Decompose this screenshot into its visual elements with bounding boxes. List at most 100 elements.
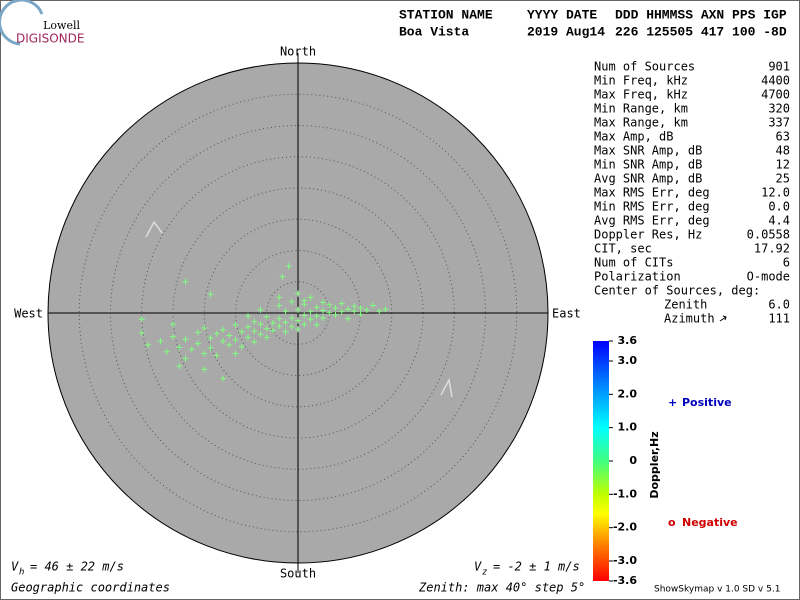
- source-point: [257, 321, 264, 328]
- source-point: [201, 350, 208, 357]
- logo-bottom: DIGISONDE: [16, 32, 84, 46]
- logo-arc: [0, 0, 44, 46]
- logo-top: Lowell: [43, 19, 80, 32]
- stats-value: 4400: [761, 74, 790, 88]
- stats-value: 48: [776, 144, 790, 158]
- source-point: [182, 355, 189, 362]
- velocity-arrow: [440, 377, 453, 398]
- source-point: [182, 278, 189, 285]
- header-col: YYYY DATE: [527, 7, 597, 22]
- source-point: [220, 375, 226, 382]
- colorbar-tick-label: 3.6: [618, 334, 638, 347]
- source-point: [226, 332, 233, 339]
- source-point: [313, 304, 320, 311]
- source-point: [145, 341, 151, 348]
- colorbar-tick-label: -1.0: [613, 487, 637, 500]
- stats-value: 12.0: [761, 186, 790, 200]
- stats-label: Max Amp, dB: [594, 130, 673, 144]
- stats-value: 111: [768, 312, 790, 326]
- stats-label: Min Freq, kHz: [594, 74, 688, 88]
- source-point: [276, 323, 283, 330]
- source-point: [363, 306, 370, 313]
- source-point: [357, 311, 364, 318]
- colorbar-tick-label: 0: [629, 454, 637, 467]
- vz-text: = -2 ± 1 m/s: [493, 560, 580, 574]
- source-point: [382, 306, 389, 313]
- source-point: [307, 294, 314, 301]
- legend-label: Negative: [682, 516, 738, 529]
- source-point: [195, 340, 201, 347]
- stats-value: 901: [768, 60, 790, 74]
- source-point: [157, 338, 164, 345]
- stats-value: 4.4: [768, 214, 790, 228]
- stats-label: CIT, sec: [594, 242, 652, 256]
- source-point: [232, 350, 239, 357]
- header-value: Boa Vista: [399, 24, 469, 39]
- source-point: [288, 323, 295, 330]
- stats-value: 0.0558: [747, 228, 790, 242]
- source-point: [170, 321, 176, 328]
- header-value: 226 125505 417 100 -8D: [615, 24, 787, 39]
- source-point: [251, 338, 258, 345]
- stats-value: 6.0: [768, 298, 790, 312]
- header-col: STATION NAME: [399, 7, 493, 22]
- source-point: [263, 334, 270, 341]
- source-point: [232, 321, 239, 328]
- stats-value: 63: [776, 130, 790, 144]
- source-point: [320, 299, 326, 306]
- skymap: [47, 53, 549, 573]
- source-point: [170, 333, 176, 340]
- source-point: [276, 315, 283, 322]
- stats-label: Avg RMS Err, deg: [594, 214, 710, 228]
- colorbar-tick-label: 1.0: [618, 421, 638, 434]
- source-point: [257, 306, 264, 313]
- version: ShowSkymap v 1.0 SD v 5.1: [654, 585, 780, 595]
- stats-value: 337: [768, 116, 790, 130]
- source-point: [320, 315, 326, 321]
- azimuth-icon: [719, 315, 727, 322]
- source-point: [285, 263, 292, 270]
- source-point: [138, 330, 145, 336]
- stats-value: 4700: [761, 88, 790, 102]
- stats-value: O-mode: [747, 270, 790, 284]
- source-point: [288, 298, 295, 305]
- colorbar-tick-label: 3.0: [618, 354, 638, 367]
- direction-label: West: [14, 307, 43, 321]
- legend-symbol: +: [668, 396, 677, 409]
- source-point: [370, 302, 376, 309]
- stats-label: Max SNR Amp, dB: [594, 144, 702, 158]
- source-point: [332, 305, 339, 311]
- stats-value: 17.92: [754, 242, 790, 256]
- source-point: [138, 316, 145, 323]
- source-point: [282, 319, 289, 326]
- source-point: [238, 328, 245, 335]
- source-point: [326, 301, 333, 308]
- source-point: [176, 344, 183, 351]
- source-point: [270, 327, 276, 334]
- source-point: [201, 325, 208, 331]
- stats-label: Min Range, km: [594, 102, 688, 116]
- stats-value: 12: [776, 158, 790, 172]
- source-point: [213, 330, 220, 337]
- source-point: [282, 328, 289, 335]
- zenith-note: Zenith: max 40° step 5°: [418, 581, 585, 595]
- source-point: [332, 311, 339, 318]
- direction-label: East: [552, 307, 581, 321]
- source-point: [307, 308, 314, 315]
- stats-table: Num of Sources 901 Min Freq, kHz 4400 Max Fr…: [594, 60, 790, 284]
- colorbar-tick-label: -2.0: [613, 521, 637, 534]
- source-point: [282, 308, 289, 315]
- stats-value: 0.0: [768, 200, 790, 214]
- source-point: [295, 317, 301, 324]
- source-point: [313, 321, 320, 328]
- stats-label: Avg SNR Amp, dB: [594, 172, 702, 186]
- coords-note: Geographic coordinates: [11, 581, 170, 595]
- source-point: [357, 305, 364, 311]
- stats-label: Min RMS Err, deg: [594, 200, 710, 214]
- source-point: [351, 308, 358, 315]
- colorbar-label: Doppler,Hz: [648, 431, 661, 498]
- colorbar-tick-label: 2.0: [618, 387, 638, 400]
- source-point: [270, 320, 276, 326]
- vh-text: = 46 ± 22 m/s: [30, 560, 124, 574]
- stats-value: 6: [783, 256, 790, 270]
